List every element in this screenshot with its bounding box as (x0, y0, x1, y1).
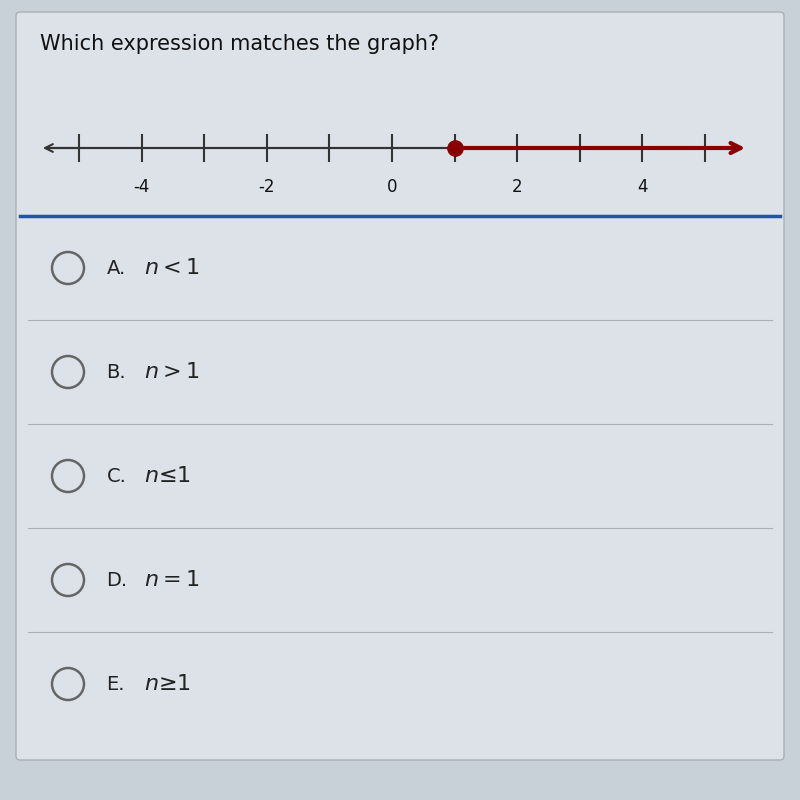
Text: -4: -4 (134, 178, 150, 197)
Text: $n < 1$: $n < 1$ (144, 258, 199, 278)
Text: A.: A. (106, 258, 126, 278)
Text: Which expression matches the graph?: Which expression matches the graph? (40, 34, 439, 54)
Text: C.: C. (106, 466, 126, 486)
Text: E.: E. (106, 674, 125, 694)
Text: 0: 0 (386, 178, 398, 197)
FancyBboxPatch shape (16, 12, 784, 760)
Text: 4: 4 (637, 178, 647, 197)
Text: -2: -2 (258, 178, 275, 197)
Text: $n ≥ 1$: $n ≥ 1$ (144, 674, 191, 694)
Text: $n = 1$: $n = 1$ (144, 570, 199, 590)
Text: D.: D. (106, 570, 127, 590)
Text: B.: B. (106, 362, 126, 382)
Text: $n > 1$: $n > 1$ (144, 362, 199, 382)
Text: $n ≤ 1$: $n ≤ 1$ (144, 466, 191, 486)
Text: 2: 2 (512, 178, 522, 197)
